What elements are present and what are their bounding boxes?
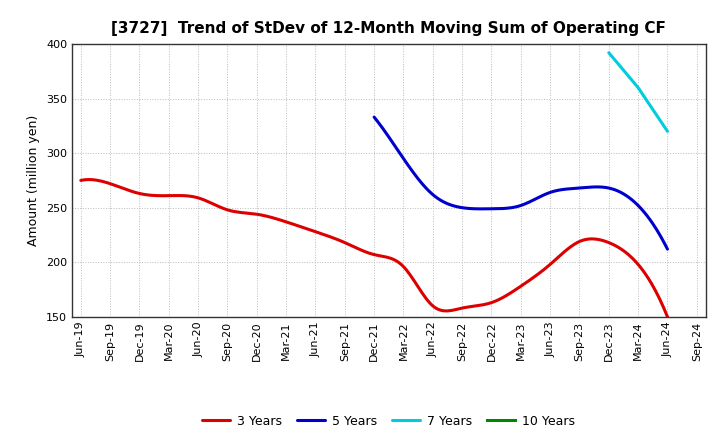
Title: [3727]  Trend of StDev of 12-Month Moving Sum of Operating CF: [3727] Trend of StDev of 12-Month Moving… <box>112 21 666 36</box>
3 Years <box>573 240 582 245</box>
3 Years <box>84 177 93 182</box>
5 Years <box>617 190 626 195</box>
3 Years <box>438 308 446 313</box>
5 Years <box>544 191 552 196</box>
5 Years <box>549 189 558 194</box>
Line: 3 Years: 3 Years <box>81 180 667 317</box>
Y-axis label: Amount (million yen): Amount (million yen) <box>27 115 40 246</box>
3 Years <box>426 301 434 306</box>
Legend: 3 Years, 5 Years, 7 Years, 10 Years: 3 Years, 5 Years, 7 Years, 10 Years <box>197 411 580 433</box>
7 Years <box>634 85 642 90</box>
7 Years <box>663 128 672 134</box>
5 Years <box>544 190 553 195</box>
3 Years <box>76 178 85 183</box>
3 Years <box>78 177 87 183</box>
5 Years <box>370 114 379 120</box>
Line: 5 Years: 5 Years <box>374 117 667 249</box>
3 Years <box>428 303 436 308</box>
7 Years <box>605 50 613 55</box>
3 Years <box>663 314 672 319</box>
5 Years <box>636 205 644 210</box>
3 Years <box>610 242 618 248</box>
5 Years <box>663 246 672 252</box>
Line: 7 Years: 7 Years <box>609 53 667 131</box>
5 Years <box>371 116 379 121</box>
